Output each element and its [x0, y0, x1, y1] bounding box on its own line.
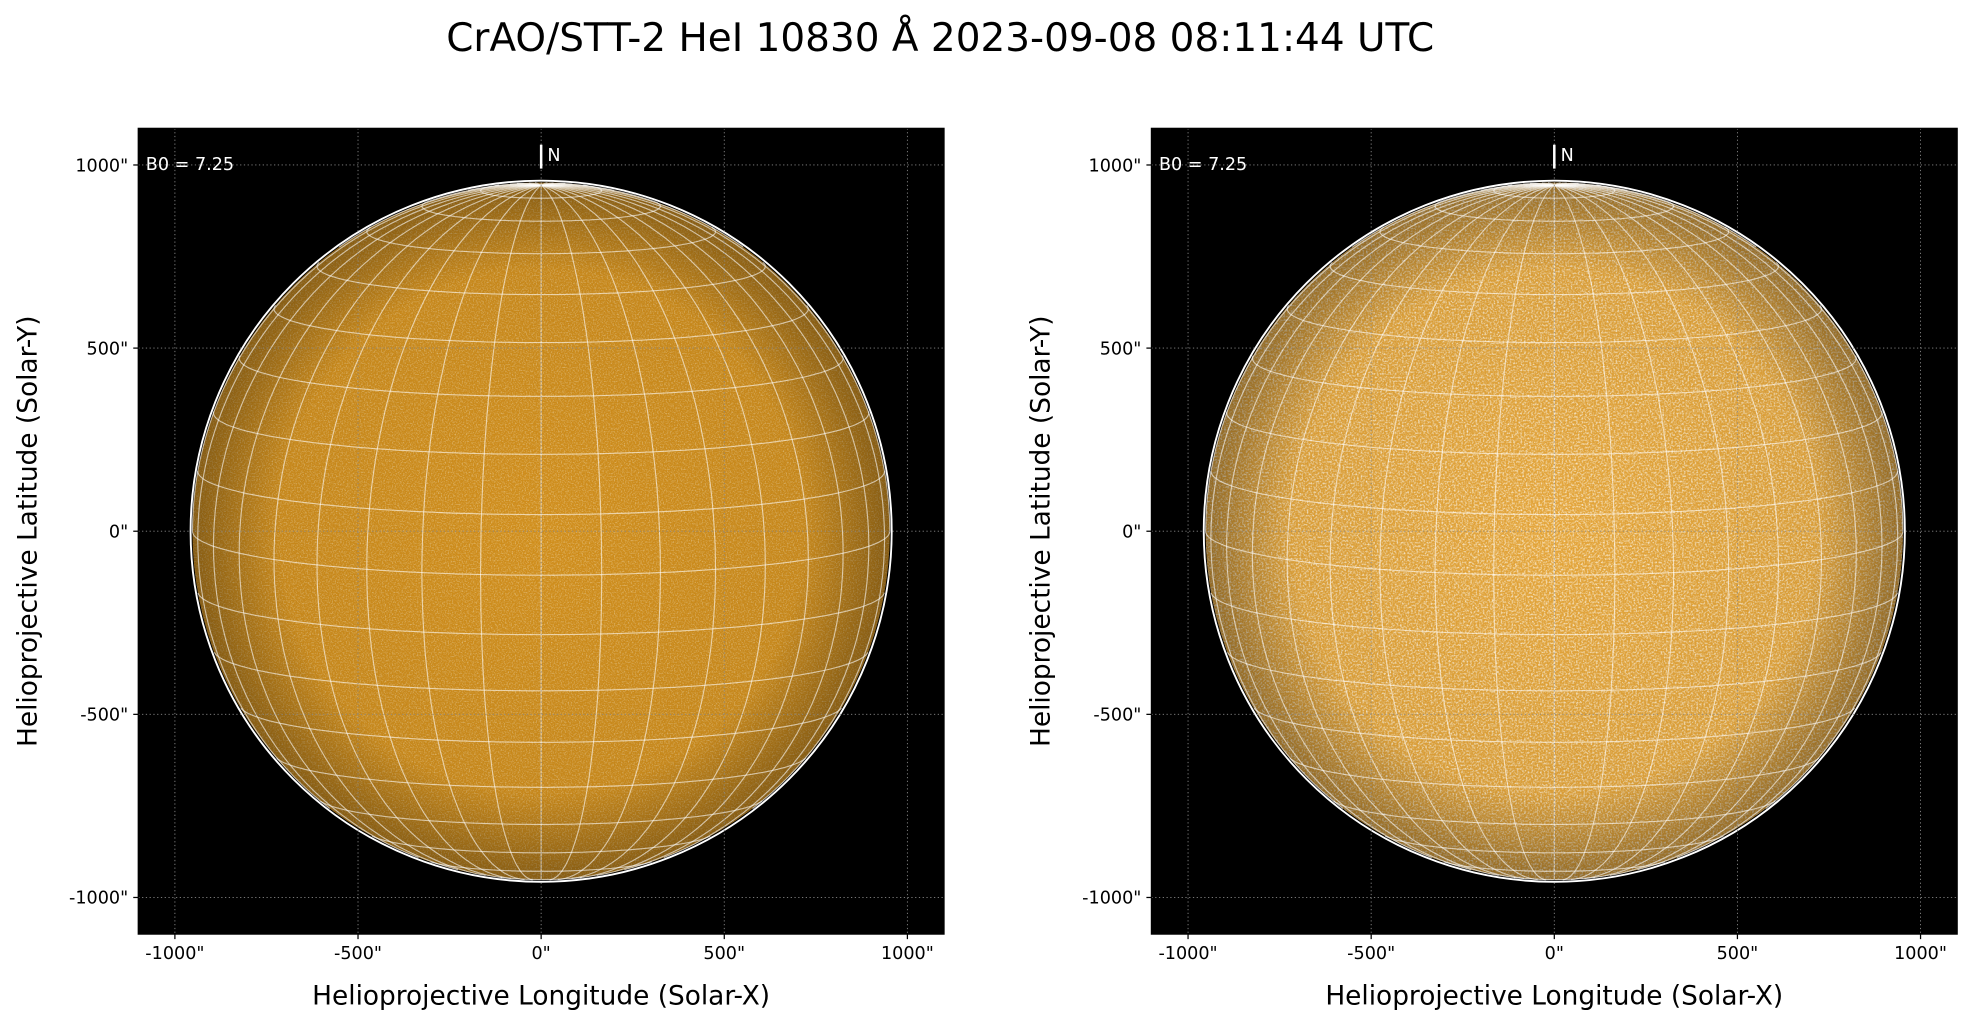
heliographic-grid-line	[541, 184, 870, 859]
heliographic-grid-line	[479, 184, 542, 881]
y-tick-label: 1000"	[75, 156, 128, 176]
x-tick-label: -1000"	[1158, 944, 1217, 964]
heliographic-grid-line	[1379, 184, 1555, 879]
x-tick-label: 500"	[1717, 944, 1759, 964]
heliographic-grid-line	[541, 184, 891, 532]
plot-frame	[1150, 127, 1958, 935]
y-tick-label: 0"	[109, 523, 128, 543]
heliographic-grid-line	[191, 184, 542, 532]
heliographic-grid-line	[273, 184, 542, 876]
heliographic-grid-line	[1554, 184, 1857, 871]
x-axis-label: Helioprojective Longitude (Solar-X)	[1325, 981, 1783, 1011]
heliographic-grid-line	[1352, 184, 1555, 248]
heliographic-grid-line	[1554, 184, 1757, 248]
y-tick-label: 1000"	[1089, 156, 1142, 176]
heliographic-grid-line	[541, 184, 844, 871]
heliographic-grid-line	[1554, 184, 1883, 859]
heliographic-grid-line	[197, 184, 542, 809]
plot-frame	[137, 127, 945, 935]
north-label: N	[547, 146, 560, 166]
heliographic-grid-line	[1493, 184, 1555, 881]
x-tick-label: 1000"	[1894, 944, 1947, 964]
heliographic-grid-line	[1554, 184, 1899, 809]
north-label: N	[1561, 146, 1574, 166]
x-tick-label: 500"	[703, 944, 745, 964]
image-panel: -1000" -500" 0" 500" 1000" -1000" -500" 0" 500" 1…	[1027, 127, 1958, 1011]
heliographic-grid-line	[366, 184, 542, 879]
heliographic-grid-line	[1251, 184, 1555, 871]
y-tick-label: -1000"	[69, 889, 128, 909]
heliographic-grid-line	[421, 184, 542, 881]
x-tick-label: -500"	[1347, 944, 1395, 964]
heliographic-grid-line	[540, 184, 603, 881]
x-tick-label: 0"	[1545, 944, 1564, 964]
heliographic-grid-line	[316, 184, 542, 879]
image-panel: -1000" -500" 0" 500" 1000" -1000" -500" 0" 500" 1…	[13, 127, 945, 1011]
heliographic-grid-line	[1226, 184, 1555, 859]
x-tick-label: -500"	[334, 944, 382, 964]
heliographic-grid-line	[1554, 184, 1730, 879]
b0-annotation: B0 = 7.25	[146, 155, 234, 175]
heliographic-grid-line	[1554, 182, 1561, 186]
heliographic-grid-line	[541, 184, 809, 876]
heliographic-grid-line	[540, 184, 717, 879]
heliographic-grid-line	[1210, 184, 1555, 809]
heliographic-grid-line	[238, 184, 542, 871]
y-tick-label: 500"	[87, 339, 129, 359]
y-tick-label: -500"	[80, 706, 128, 726]
heliographic-grid-line	[540, 184, 662, 881]
b0-annotation: B0 = 7.25	[1159, 155, 1247, 175]
heliographic-grid-line	[338, 184, 542, 248]
y-axis-label: Helioprojective Latitude (Solar-Y)	[1027, 315, 1057, 746]
heliographic-grid-line	[1286, 184, 1555, 876]
y-tick-label: 500"	[1100, 339, 1142, 359]
heliographic-grid-line	[541, 184, 766, 879]
heliographic-grid-line	[1554, 184, 1904, 532]
y-tick-label: 0"	[1122, 523, 1141, 543]
y-axis-label: Helioprojective Latitude (Solar-Y)	[13, 315, 43, 746]
heliographic-grid-line	[1434, 184, 1555, 881]
heliographic-grid-line	[541, 184, 744, 248]
y-tick-label: -500"	[1093, 706, 1141, 726]
x-axis-label: Helioprojective Longitude (Solar-X)	[312, 981, 770, 1011]
heliographic-grid-line	[1553, 184, 1616, 881]
x-tick-label: -1000"	[145, 944, 204, 964]
solar-limb	[189, 179, 893, 883]
heliographic-grid-line	[540, 182, 548, 186]
x-tick-label: 0"	[532, 944, 551, 964]
heliographic-grid-line	[1554, 184, 1822, 876]
figure-title: CrAO/STT-2 HeI 10830 Å 2023-09-08 08:11:…	[446, 14, 1434, 61]
solar-limb	[1202, 179, 1906, 883]
heliographic-grid-line	[1554, 184, 1675, 881]
heliographic-grid-line	[1554, 184, 1779, 879]
heliographic-grid-line	[541, 184, 886, 809]
heliographic-grid-line	[212, 184, 542, 859]
heliographic-grid-line	[1329, 184, 1555, 879]
x-tick-label: 1000"	[881, 944, 934, 964]
y-tick-label: -1000"	[1082, 889, 1141, 909]
heliographic-grid-line	[1205, 184, 1555, 532]
